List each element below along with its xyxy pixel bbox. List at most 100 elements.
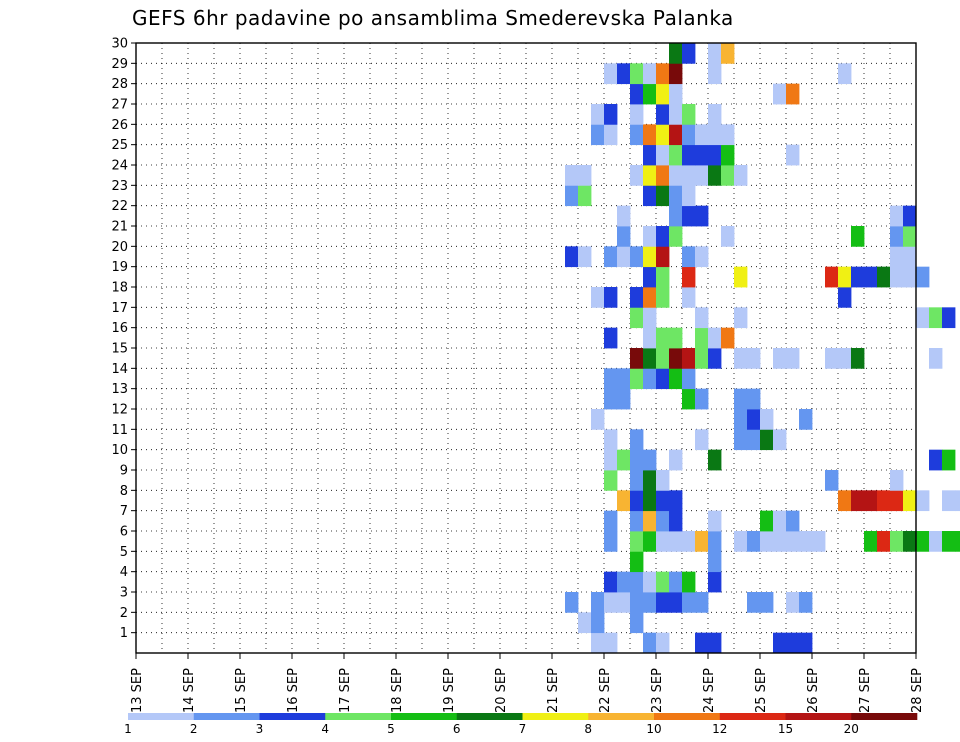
legend-swatch bbox=[193, 713, 260, 720]
heatmap-cell bbox=[656, 165, 670, 186]
heatmap-cell bbox=[604, 592, 618, 613]
heatmap-cell bbox=[669, 592, 683, 613]
heatmap-cell bbox=[708, 144, 722, 166]
heatmap-cell bbox=[630, 348, 644, 369]
y-tick-label: 28 bbox=[111, 77, 128, 92]
heatmap-cell bbox=[786, 83, 800, 105]
heatmap-cell bbox=[799, 409, 813, 430]
heatmap-cell bbox=[851, 266, 865, 288]
heatmap-cell bbox=[565, 592, 579, 613]
heatmap-cell bbox=[669, 449, 683, 471]
heatmap-cell bbox=[578, 246, 592, 268]
heatmap-cell bbox=[825, 348, 839, 369]
heatmap-cell bbox=[695, 307, 709, 329]
heatmap-cell bbox=[734, 307, 748, 329]
heatmap-cell bbox=[630, 124, 644, 146]
heatmap-cell bbox=[604, 368, 618, 390]
heatmap-cell bbox=[695, 632, 709, 654]
heatmap-cell bbox=[630, 63, 644, 85]
heatmap-cell bbox=[669, 83, 683, 105]
heatmap-cell bbox=[812, 531, 826, 552]
heatmap-cell bbox=[890, 246, 904, 268]
heatmap-cell bbox=[656, 490, 670, 512]
heatmap-cell bbox=[643, 592, 657, 613]
heatmap-cell bbox=[929, 348, 943, 369]
heatmap-cell bbox=[617, 449, 631, 471]
heatmap-cell bbox=[669, 104, 683, 125]
heatmap-cell bbox=[695, 388, 709, 410]
heatmap-cell bbox=[682, 165, 696, 186]
heatmap-cell bbox=[669, 124, 683, 146]
heatmap-cell bbox=[669, 368, 683, 390]
heatmap-cell bbox=[643, 185, 657, 207]
heatmap-cell bbox=[617, 368, 631, 390]
y-tick-label: 22 bbox=[111, 199, 128, 214]
legend-label: 5 bbox=[387, 722, 395, 736]
heatmap-cell bbox=[786, 592, 800, 613]
y-tick-label: 12 bbox=[111, 403, 128, 418]
heatmap-cell bbox=[682, 592, 696, 613]
heatmap-cell bbox=[890, 470, 904, 491]
heatmap-cell bbox=[786, 632, 800, 654]
heatmap-cell bbox=[760, 592, 774, 613]
heatmap-cell bbox=[656, 368, 670, 390]
heatmap-cell bbox=[799, 531, 813, 552]
heatmap-cell bbox=[786, 348, 800, 369]
heatmap-cell bbox=[760, 531, 774, 552]
heatmap-cell bbox=[721, 226, 735, 247]
y-tick-label: 24 bbox=[111, 159, 128, 174]
heatmap-cell bbox=[669, 185, 683, 207]
legend-swatch bbox=[785, 713, 852, 720]
heatmap-cell bbox=[903, 246, 917, 268]
heatmap-cell bbox=[630, 83, 644, 105]
legend-label: 2 bbox=[190, 722, 198, 736]
legend-label: 12 bbox=[712, 722, 727, 736]
heatmap-cell bbox=[604, 124, 618, 146]
y-tick-label: 8 bbox=[120, 484, 128, 499]
y-tick-label: 23 bbox=[111, 179, 128, 194]
heatmap-cell bbox=[656, 124, 670, 146]
heatmap-cell bbox=[591, 104, 605, 125]
y-tick-label: 26 bbox=[111, 118, 128, 133]
heatmap-cell bbox=[734, 348, 748, 369]
heatmap-cell bbox=[825, 470, 839, 491]
heatmap-cell bbox=[916, 531, 930, 552]
heatmap-cell bbox=[643, 449, 657, 471]
heatmap-cell bbox=[682, 368, 696, 390]
heatmap-cell bbox=[643, 470, 657, 491]
heatmap-cell bbox=[773, 348, 787, 369]
heatmap-cell bbox=[695, 348, 709, 369]
heatmap-cell bbox=[643, 165, 657, 186]
chart-title: GEFS 6hr padavine po ansamblima Smederev… bbox=[132, 6, 734, 30]
y-tick-label: 25 bbox=[111, 138, 128, 153]
heatmap-cell bbox=[604, 104, 618, 125]
heatmap-cell bbox=[838, 63, 852, 85]
legend-swatch bbox=[391, 713, 458, 720]
heatmap-cell bbox=[604, 449, 618, 471]
heatmap-cell bbox=[630, 307, 644, 329]
heatmap-cell bbox=[630, 449, 644, 471]
heatmap-cell bbox=[630, 470, 644, 491]
color-legend: 1 2 3 4 5 6 7 8 10 12 15 20 bbox=[124, 713, 918, 736]
heatmap-cell bbox=[656, 348, 670, 369]
heatmap-cell bbox=[617, 571, 631, 593]
heatmap-cell bbox=[760, 409, 774, 430]
x-tick-label: 21 SEP bbox=[546, 668, 561, 713]
heatmap-cell bbox=[682, 246, 696, 268]
heatmap-cell bbox=[604, 388, 618, 410]
heatmap-cell bbox=[656, 592, 670, 613]
heatmap-cell bbox=[682, 185, 696, 207]
heatmap-cell bbox=[708, 165, 722, 186]
x-tick-label: 16 SEP bbox=[286, 668, 301, 713]
heatmap-cell bbox=[643, 287, 657, 308]
heatmap-cell bbox=[591, 612, 605, 634]
y-tick-label: 13 bbox=[111, 382, 128, 397]
heatmap-cell bbox=[591, 287, 605, 308]
y-tick-label: 18 bbox=[111, 281, 128, 296]
heatmap-cell bbox=[656, 510, 670, 532]
heatmap-cell bbox=[695, 531, 709, 552]
y-tick-label: 30 bbox=[111, 37, 128, 52]
y-tick-label: 15 bbox=[111, 342, 128, 357]
y-tick-label: 9 bbox=[120, 464, 128, 479]
y-tick-label: 6 bbox=[120, 525, 128, 540]
